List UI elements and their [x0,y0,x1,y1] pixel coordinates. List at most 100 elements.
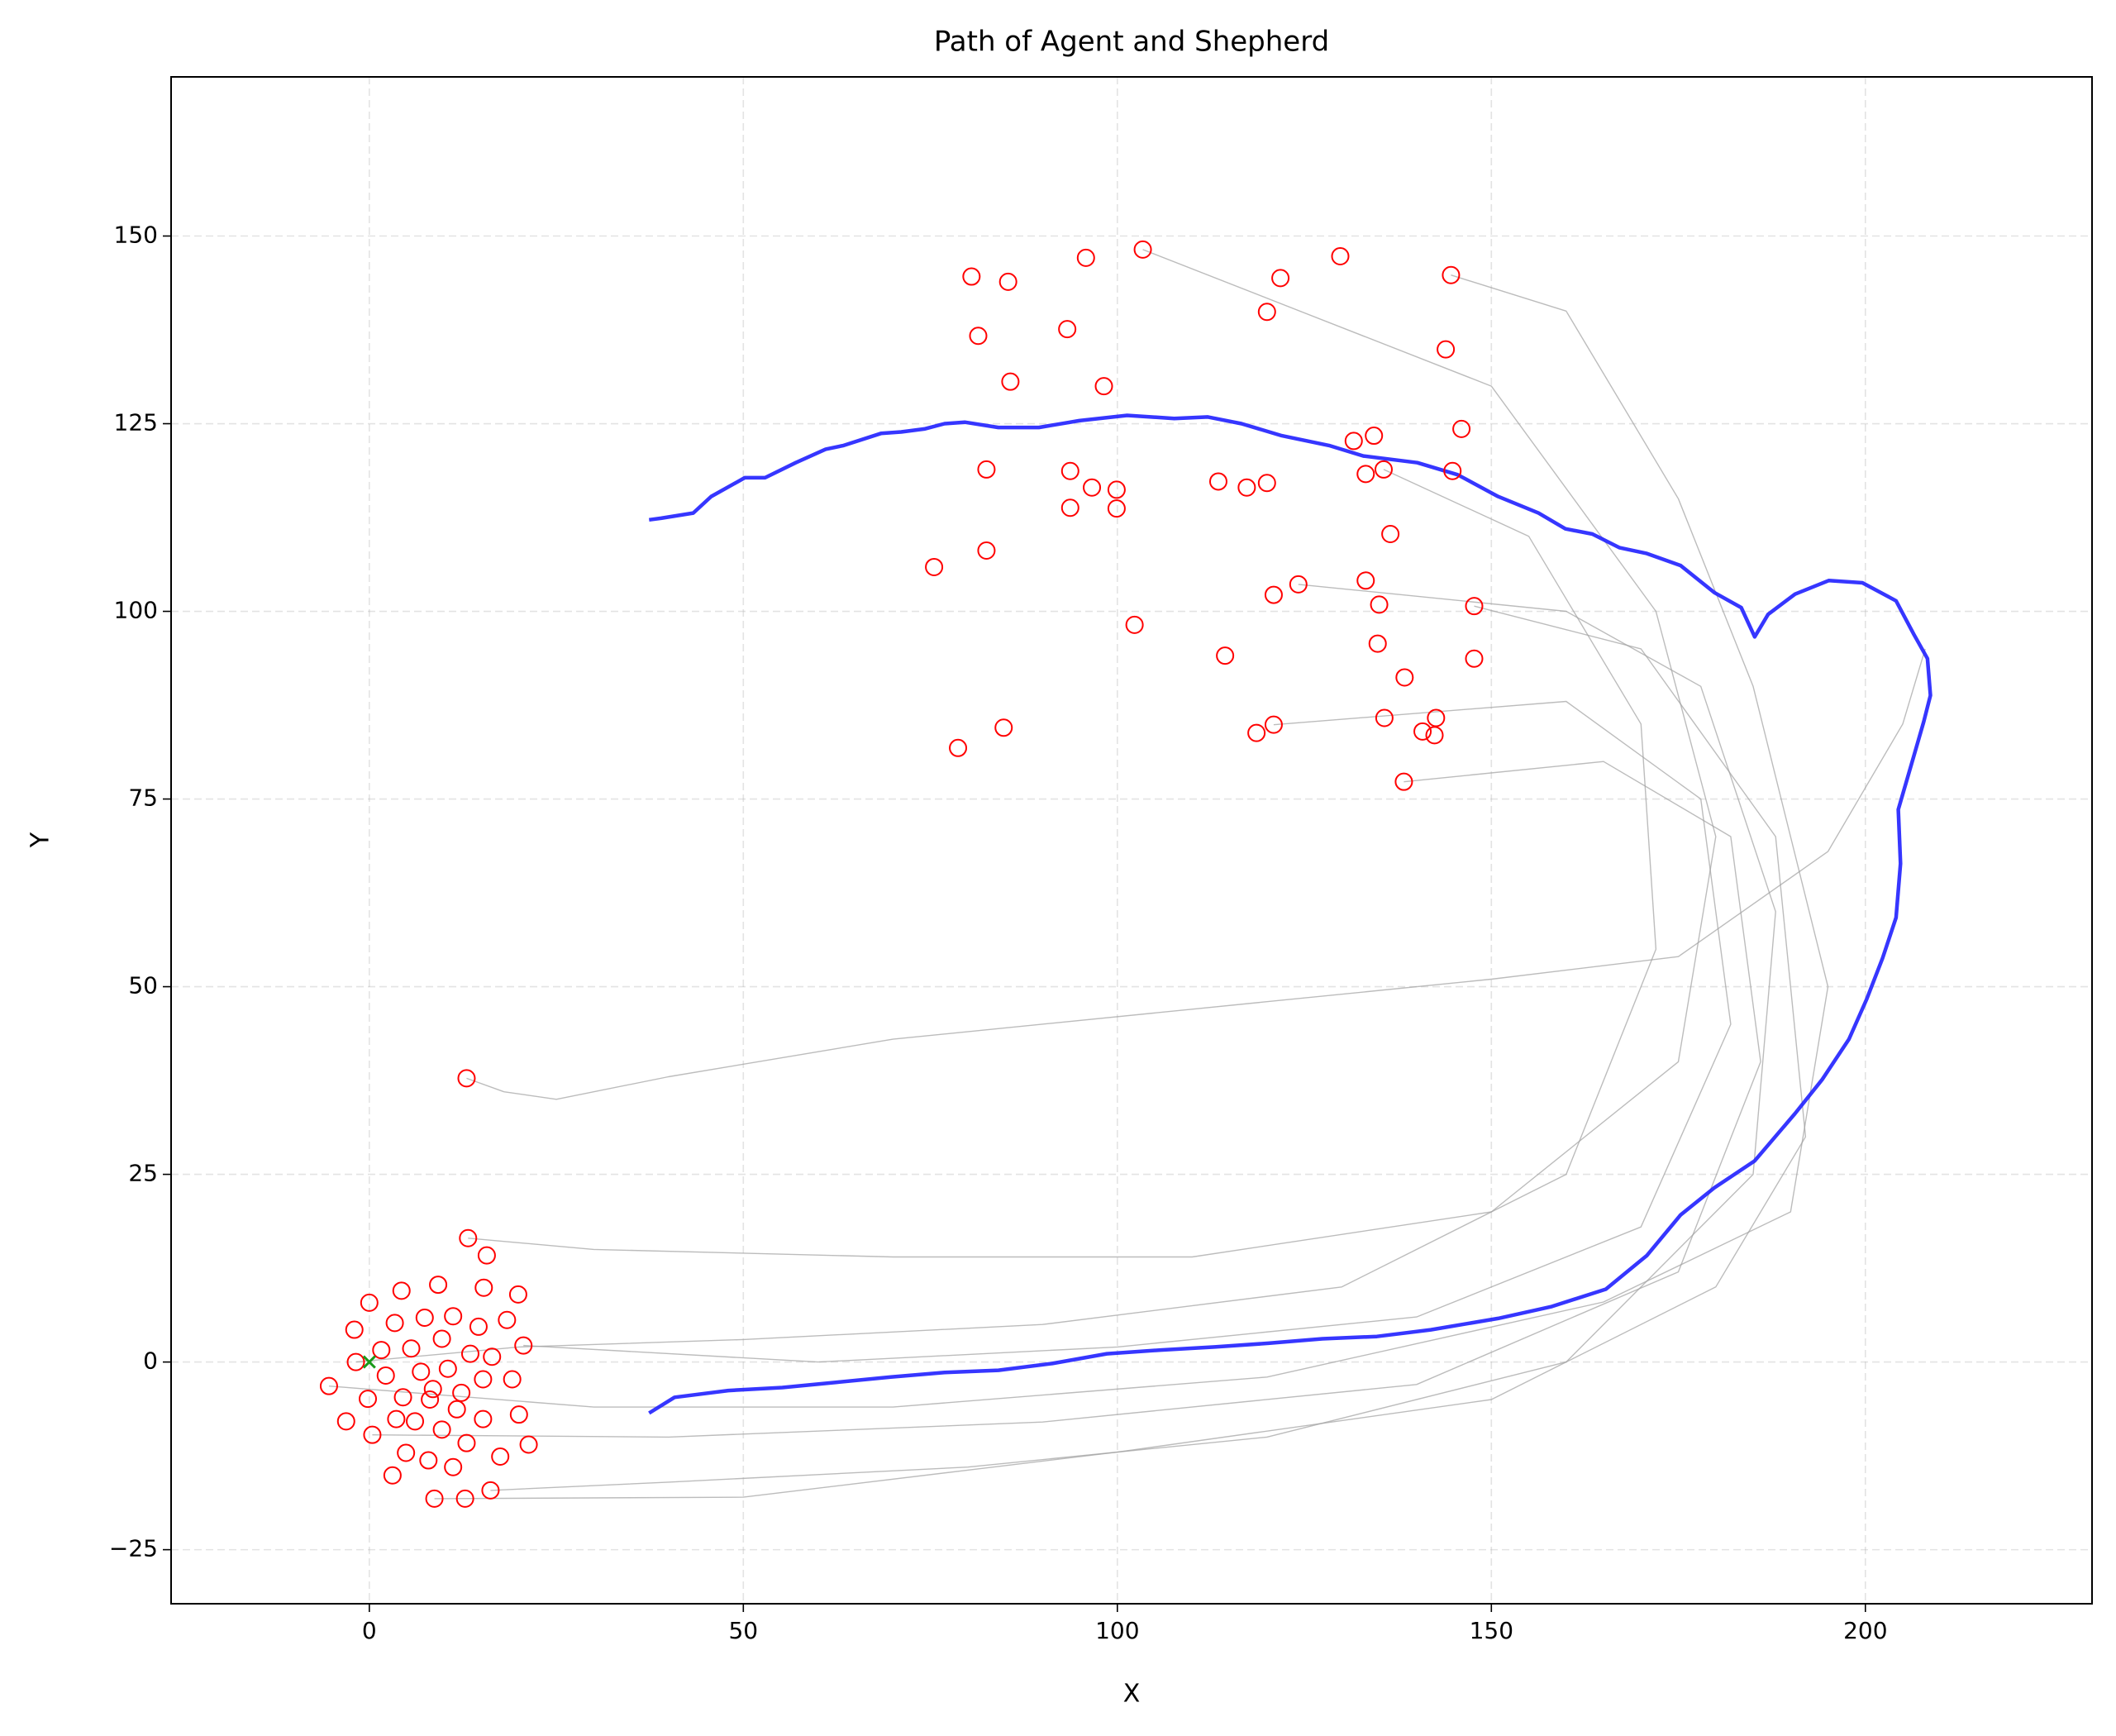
y-tick-label: 125 [114,409,158,436]
agent-marker [1425,726,1444,745]
y-tick-label: 50 [128,972,158,999]
y-tick-label: −25 [109,1535,158,1562]
agent-marker [1083,478,1102,497]
agent-marker [1289,575,1308,594]
plot-area [319,240,1933,1508]
shepherd-path [648,413,1933,1415]
x-tick-label: 150 [1470,1617,1513,1644]
agent-marker [469,1317,488,1336]
agent-marker [977,541,996,560]
agent-marker [345,1320,364,1339]
agent-marker [406,1412,425,1431]
agent-marker [1107,480,1126,499]
agent-marker [519,1435,538,1454]
ticks: 0 50 100 150 200 −25 0 25 50 75 100 125 150 [109,222,1888,1644]
agent-marker [1125,615,1144,634]
agent-marker [977,460,996,479]
agent-marker [1356,465,1375,484]
agent-marker [319,1376,338,1395]
agent-marker [457,1069,476,1088]
agent-marker [432,1420,451,1439]
agent-marker [423,1380,442,1399]
agent-marker [1442,265,1461,284]
y-tick-label: 75 [128,785,158,812]
agent-marker [949,738,968,757]
x-axis-label: X [1123,1680,1141,1709]
agent-marker [393,1388,412,1407]
agent-marker [457,1433,476,1452]
x-tick-label: 100 [1095,1617,1139,1644]
agent-path [466,648,1926,1100]
agent-marker [429,1276,448,1295]
agent-marker [1208,472,1227,491]
x-tick-label: 200 [1843,1617,1887,1644]
agent-marker [372,1341,391,1360]
agent-marker [1257,474,1276,493]
agent-marker [491,1447,510,1467]
agent-marker [998,272,1017,291]
agent-path [490,584,1776,1491]
agent-marker [498,1310,517,1329]
agent-marker [1107,499,1126,518]
y-axis-label: Y [26,832,55,848]
agent-path [372,761,1761,1438]
agent-marker [508,1285,527,1304]
agent-marker [474,1370,493,1389]
agent-marker [1247,723,1266,742]
agent-marker [1452,419,1471,438]
agent-marker [1237,478,1256,497]
x-tick-label: 0 [362,1617,377,1644]
axes-frame [170,76,2093,1605]
agent-marker [444,1457,463,1476]
agent-marker [1094,377,1113,396]
agent-marker [1413,722,1432,741]
agent-marker [1437,340,1456,359]
agent-marker [383,1466,402,1485]
agent-marker [421,1390,440,1409]
agent-marker [432,1329,451,1348]
agent-path [355,469,1657,1363]
agent-marker [336,1412,355,1431]
agent-marker [1058,320,1077,339]
chart-title: Path of Agent and Shepherd [934,26,1329,59]
agent-marker [402,1339,421,1358]
agent-marker [1381,525,1400,544]
agent-marker [363,1425,382,1444]
grid [171,77,2092,1604]
agent-marker [1216,646,1235,665]
agent-marker [481,1481,500,1500]
agent-marker [1331,247,1350,266]
agent-marker [1465,597,1484,616]
agent-marker [962,267,981,286]
agent-marker [474,1409,493,1428]
agent-marker [438,1359,457,1378]
agent-marker [474,1278,493,1297]
y-tick-label: 0 [143,1347,158,1375]
agent-marker [387,1409,406,1428]
agent-marker [483,1347,502,1366]
agent-marker [1264,585,1283,604]
agent-marker [1257,303,1276,322]
agent-marker [1443,461,1462,480]
agent-marker [514,1336,533,1355]
agent-marker [419,1451,438,1470]
agent-marker [1060,498,1079,517]
agent-marker [509,1405,528,1424]
agent-path [523,700,1732,1363]
agent-marker [1344,432,1363,451]
agent-marker [1370,595,1389,614]
agent-marker [1465,649,1484,668]
agent-marker [1356,571,1375,590]
agent-marker [359,1390,378,1409]
agent-marker [444,1307,463,1326]
agent-marker [1395,668,1414,687]
agent-marker [1365,427,1384,446]
agent-path [434,605,1807,1500]
agent-marker [1271,269,1290,288]
agent-marker [376,1366,395,1385]
agent-marker [994,718,1013,737]
agent-marker [1133,240,1152,259]
